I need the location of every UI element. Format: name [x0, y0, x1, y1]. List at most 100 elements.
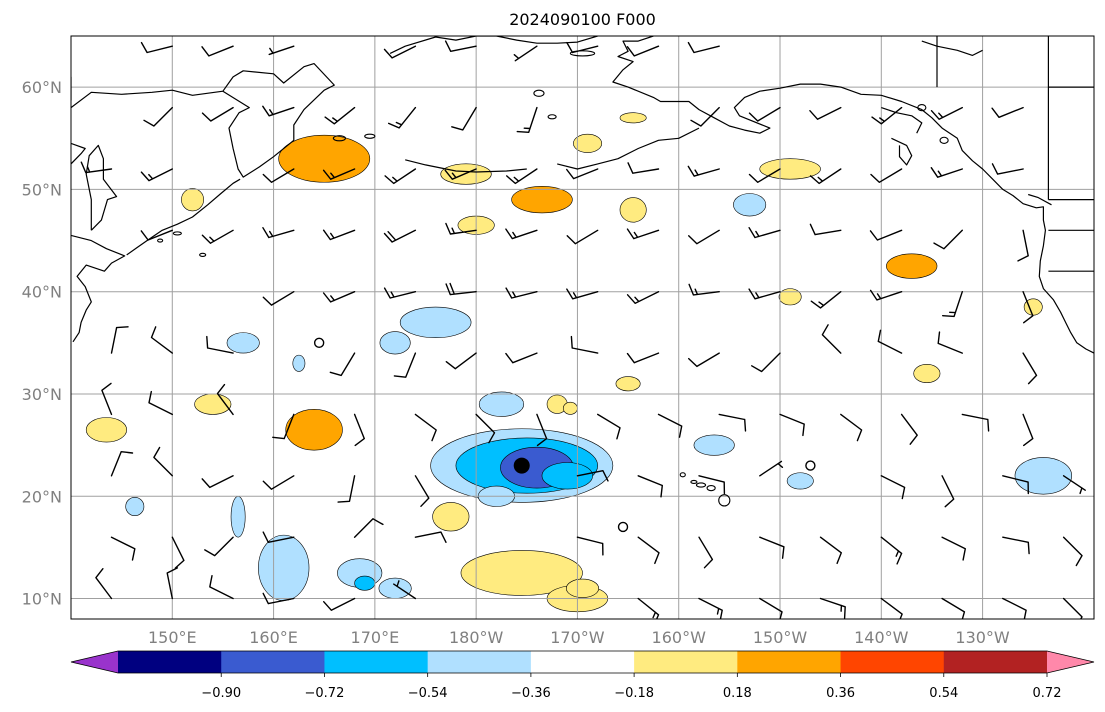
wind-barb-125: [748, 106, 781, 122]
wind-barb-93: [505, 228, 538, 240]
gridlines: [71, 36, 1094, 619]
wind-barb-52: [657, 413, 683, 438]
colorbar-segment: [427, 651, 532, 673]
wind-barb-128: [930, 106, 963, 120]
island-8: [569, 50, 596, 57]
colorbar-tick-label: −0.72: [305, 686, 345, 701]
wind-barb-79: [566, 288, 599, 300]
wind-barb-109: [566, 168, 599, 180]
wind-barb-2: [204, 536, 234, 557]
colorbar-segment: [324, 651, 429, 673]
island-12: [533, 89, 545, 97]
field-blob-37: [125, 496, 145, 516]
wind-barb-16: [166, 567, 179, 600]
wind-barb-43: [101, 382, 113, 416]
field-blob-25: [181, 188, 204, 212]
lat-label: 60°N: [22, 78, 62, 97]
wind-barb-83: [810, 291, 842, 309]
coastline-1: [85, 144, 118, 231]
wind-barb-75: [322, 291, 356, 303]
field-blob-31: [615, 376, 641, 392]
island-1: [706, 484, 716, 492]
field-blob-18: [573, 133, 603, 153]
wind-barb-91: [383, 229, 417, 243]
wind-barb-117: [143, 106, 173, 127]
colorbar-tick-label: 0.18: [723, 686, 752, 701]
wind-barb-34: [414, 475, 430, 507]
field-blob-41: [562, 401, 578, 415]
wind-barb-97: [748, 227, 781, 239]
wind-barb-102: [80, 161, 113, 174]
wind-barb-131: [201, 45, 234, 57]
colorbar-segment: [737, 651, 842, 673]
wind-barb-7: [637, 536, 660, 565]
field-blob-13: [285, 409, 343, 451]
lon-label: 170°W: [550, 628, 605, 647]
longitude-labels: 150°E 160°E 170°E 180°W 170°W 160°W 150°W 140°W…: [148, 628, 1010, 647]
field-blob-36: [230, 495, 246, 538]
wind-barb-69: [751, 352, 781, 373]
wind-barb-136: [566, 41, 599, 54]
lat-label: 50°N: [22, 180, 62, 199]
wind-barb-49: [475, 413, 496, 444]
field-blob-6: [258, 534, 310, 601]
colorbar-segment: [530, 651, 635, 673]
wind-barb-104: [262, 168, 295, 183]
field-blob-38: [354, 575, 376, 591]
wind-barb-17: [209, 575, 234, 600]
wind-barb-0: [110, 536, 136, 561]
wind-barb-110: [627, 162, 660, 174]
wind-barb-124: [690, 106, 720, 127]
wind-barb-96: [688, 229, 720, 245]
wind-barb-59: [110, 326, 129, 354]
wind-barb-98: [809, 223, 842, 236]
wind-barb-133: [383, 45, 417, 59]
coastline-0: [71, 62, 335, 178]
lon-label: 170°E: [351, 628, 400, 647]
coastline-8: [557, 127, 700, 170]
wind-barb-55: [840, 413, 863, 442]
wind-barb-126: [809, 106, 842, 120]
lon-label: 140°W: [854, 628, 909, 647]
wind-barb-32: [262, 475, 295, 490]
wind-barb-115: [930, 167, 963, 178]
wind-barb-106: [384, 168, 417, 185]
coastline-7: [612, 36, 1094, 354]
wind-barb-92: [445, 222, 477, 235]
wind-barb-36: [637, 475, 663, 498]
wind-barb-87: [140, 229, 173, 241]
wind-barb-50: [536, 413, 548, 447]
wind-barb-24: [819, 597, 846, 619]
wind-barb-12: [941, 536, 966, 561]
field-blob-34: [778, 288, 802, 306]
wind-barb-101: [1017, 229, 1029, 262]
island-0: [718, 494, 731, 507]
wind-barb-3: [262, 531, 295, 543]
colorbar-segment: [221, 651, 325, 673]
wind-barb-112: [748, 168, 781, 183]
wind-barb-61: [206, 335, 234, 354]
field-blob-4: [460, 550, 583, 596]
wind-barb-119: [262, 105, 295, 117]
wind-barb-67: [626, 352, 660, 364]
wind-barb-76: [383, 287, 417, 299]
wind-barb-120: [324, 106, 356, 125]
wind-barb-113: [809, 168, 842, 185]
wind-barb-103: [140, 168, 173, 182]
wind-barb-74: [262, 291, 295, 306]
island-2: [695, 482, 707, 488]
wind-barb-94: [566, 229, 599, 245]
wind-barb-26: [941, 597, 966, 619]
calm-circle-2: [617, 521, 629, 533]
wind-barb-134: [444, 40, 477, 52]
wind-barb-22: [698, 597, 723, 619]
colorbar-extend-low: [71, 651, 118, 673]
wind-barb-45: [216, 383, 234, 416]
wind-barb-27: [1002, 597, 1027, 619]
wind-barb-9: [759, 536, 785, 559]
wind-barb-56: [900, 413, 918, 445]
wind-barb-82: [748, 288, 781, 300]
wind-barb-40: [941, 475, 955, 508]
island-11: [332, 135, 347, 142]
coastline-13: [921, 40, 983, 57]
